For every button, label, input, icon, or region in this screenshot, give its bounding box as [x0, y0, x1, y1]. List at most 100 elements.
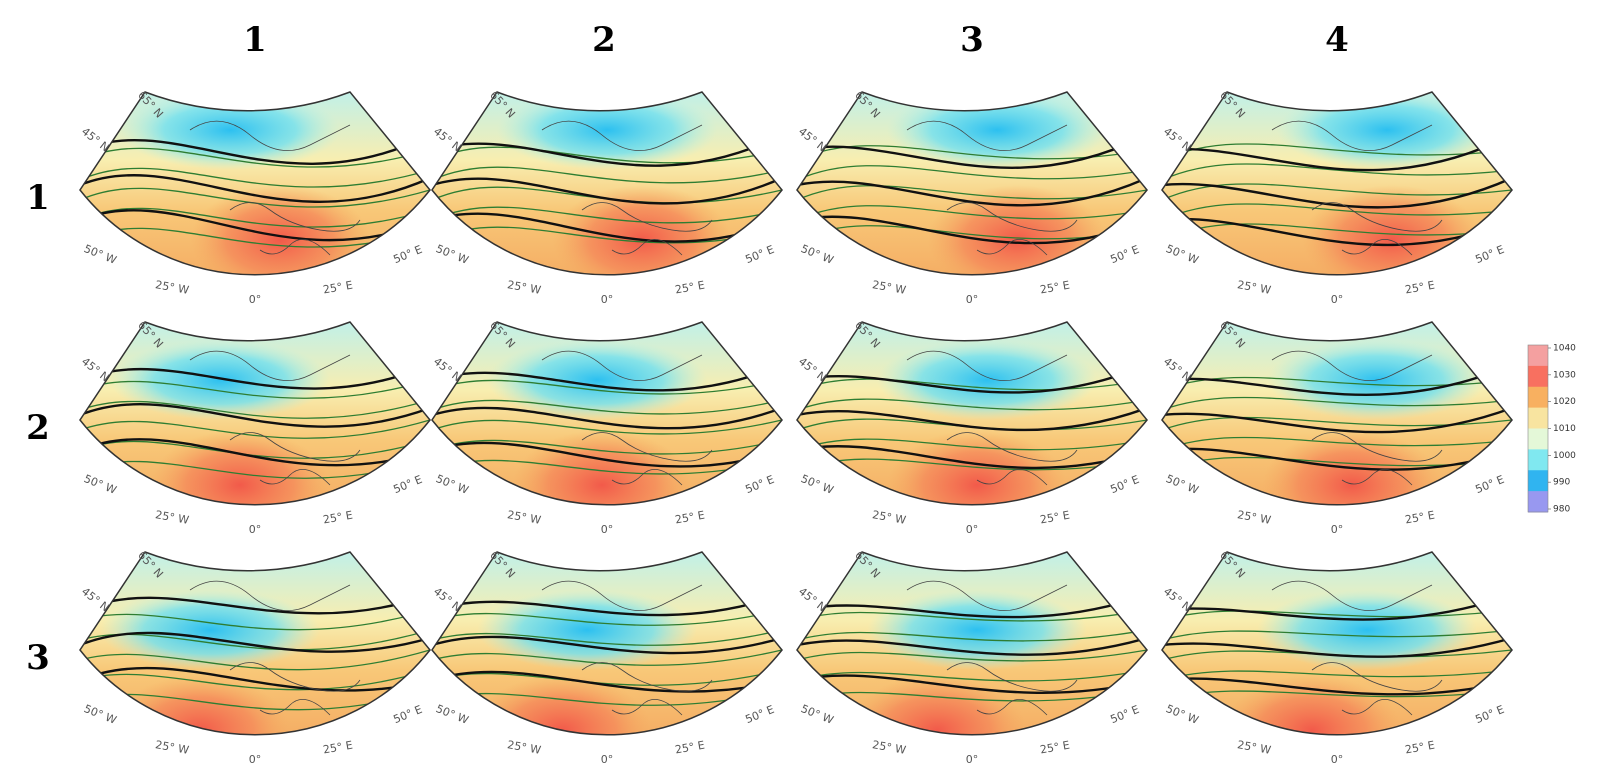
map-label: 50° W: [1164, 702, 1200, 727]
map-label: 25° E: [1404, 278, 1436, 296]
map-label: 25° W: [506, 508, 542, 527]
colorbar-tick-label: 980: [1553, 505, 1570, 515]
map-field: [797, 550, 1147, 778]
map-field: [80, 90, 430, 295]
map-label: 50° W: [82, 472, 118, 497]
map-label: 45° N: [796, 355, 829, 384]
map-label: 50° W: [799, 242, 835, 267]
map-label: 45° N: [1161, 355, 1194, 384]
map-label: 25° E: [674, 278, 706, 296]
map-label: 0°: [249, 293, 262, 306]
map-label: 0°: [966, 293, 979, 306]
map-label: 50° E: [743, 703, 776, 726]
map-label: 25° W: [1236, 278, 1272, 297]
map-label: 0°: [966, 753, 979, 766]
colorbar-tick-label: 1000: [1553, 451, 1576, 461]
colorbar-segment: [1528, 470, 1548, 491]
map-label: 0°: [601, 523, 614, 536]
map-label: 25° W: [871, 278, 907, 297]
map-label: 25° W: [871, 738, 907, 757]
map-field: [1162, 320, 1512, 540]
row-label: 3: [26, 638, 50, 678]
map-label: 45° N: [431, 585, 464, 614]
map-label: 25° W: [154, 278, 190, 297]
map-label: 45° N: [431, 355, 464, 384]
map-panel: 65° N45° N50° W25° W0°25° E50° E: [796, 549, 1147, 778]
column-label: 2: [592, 20, 616, 60]
colorbar-tick-label: 1040: [1553, 344, 1576, 354]
map-label: 45° N: [79, 585, 112, 614]
map-field: [1162, 550, 1512, 778]
map-field: [797, 320, 1147, 540]
map-label: 25° E: [1039, 278, 1071, 296]
map-label: 50° E: [1473, 473, 1506, 496]
map-panel: 65° N45° N50° W25° W0°25° E50° E: [1161, 89, 1512, 306]
map-label: 45° N: [1161, 585, 1194, 614]
low-pressure: [487, 340, 707, 420]
map-label: 50° W: [82, 242, 118, 267]
map-label: 25° E: [1404, 738, 1436, 756]
map-panel: 65° N45° N50° W25° W0°25° E50° E: [79, 89, 430, 306]
map-label: 45° N: [431, 125, 464, 154]
map-label: 25° W: [1236, 508, 1272, 527]
map-panel: 65° N45° N50° W25° W0°25° E50° E: [79, 319, 430, 540]
map-label: 50° W: [1164, 242, 1200, 267]
map-label: 25° W: [871, 508, 907, 527]
column-label: 4: [1325, 20, 1349, 60]
column-label: 3: [960, 20, 984, 60]
map-label: 50° E: [1473, 703, 1506, 726]
map-label: 25° E: [1039, 508, 1071, 526]
map-label: 25° E: [1404, 508, 1436, 526]
map-field: [797, 90, 1147, 295]
map-label: 25° E: [674, 508, 706, 526]
map-label: 25° E: [674, 738, 706, 756]
map-panel: 65° N45° N50° W25° W0°25° E50° E: [431, 89, 782, 306]
map-label: 0°: [249, 753, 262, 766]
map-label: 0°: [1331, 523, 1344, 536]
map-label: 25° W: [154, 738, 190, 757]
map-label: 50° W: [434, 242, 470, 267]
map-label: 50° E: [391, 473, 424, 496]
map-panel: 65° N45° N50° W25° W0°25° E50° E: [1161, 549, 1512, 778]
map-panel: 65° N45° N50° W25° W0°25° E50° E: [796, 319, 1147, 540]
map-label: 45° N: [79, 355, 112, 384]
map-label: 0°: [249, 523, 262, 536]
colorbar-segment: [1528, 366, 1548, 387]
map-panel: 65° N45° N50° W25° W0°25° E50° E: [1161, 319, 1512, 540]
map-label: 25° E: [322, 278, 354, 296]
map-label: 0°: [601, 293, 614, 306]
colorbar-segment: [1528, 449, 1548, 470]
row-label: 2: [26, 408, 50, 448]
map-label: 25° E: [322, 738, 354, 756]
map-field: [80, 320, 430, 540]
map-label: 0°: [1331, 753, 1344, 766]
map-field: [432, 90, 782, 295]
map-panel: 65° N45° N50° W25° W0°25° E50° E: [431, 319, 782, 540]
map-label: 50° E: [1108, 243, 1141, 266]
column-label: 1: [243, 20, 267, 60]
map-label: 50° W: [434, 702, 470, 727]
map-label: 50° W: [82, 702, 118, 727]
colorbar-tick-label: 1020: [1553, 397, 1576, 407]
map-label: 50° E: [1108, 473, 1141, 496]
map-field: [1162, 90, 1512, 295]
map-label: 50° E: [391, 703, 424, 726]
colorbar-segment: [1528, 408, 1548, 429]
colorbar-segment: [1528, 387, 1548, 408]
map-label: 25° E: [322, 508, 354, 526]
row-label: 1: [26, 178, 50, 218]
map-label: 50° E: [743, 243, 776, 266]
map-field: [432, 550, 782, 778]
colorbar-segment: [1528, 429, 1548, 450]
colorbar-tick-label: 990: [1553, 478, 1570, 488]
map-label: 25° E: [1039, 738, 1071, 756]
map-label: 0°: [966, 523, 979, 536]
low-pressure: [1277, 90, 1497, 170]
map-label: 45° N: [796, 585, 829, 614]
map-label: 45° N: [796, 125, 829, 154]
map-label: 50° W: [799, 472, 835, 497]
colorbar-tick-label: 1010: [1553, 424, 1576, 434]
map-label: 50° W: [799, 702, 835, 727]
map-panel: 65° N45° N50° W25° W0°25° E50° E: [796, 89, 1147, 306]
map-field: [80, 550, 430, 778]
